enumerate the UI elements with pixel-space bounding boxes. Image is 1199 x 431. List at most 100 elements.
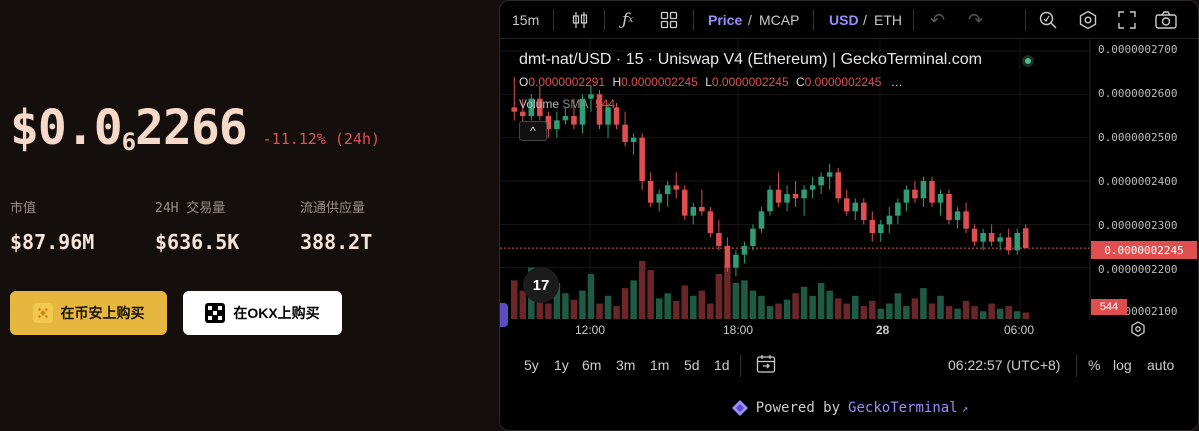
- volume-bar: [655, 298, 663, 319]
- interval-button[interactable]: 15m: [512, 12, 540, 28]
- toolbar-divider: [693, 9, 694, 31]
- volume-bar: [962, 300, 970, 319]
- candle-body: [997, 237, 1003, 242]
- geckoterminal-link[interactable]: GeckoTerminal: [848, 400, 958, 416]
- candle-body: [826, 172, 833, 177]
- usd-toggle[interactable]: USD: [829, 12, 859, 28]
- candle-body: [963, 211, 969, 229]
- volume-tag: 544: [1091, 299, 1127, 315]
- range-1y[interactable]: 1y: [554, 357, 569, 373]
- fullscreen-icon[interactable]: [1118, 1, 1136, 39]
- y-tick: 0.0000002600: [1098, 87, 1178, 100]
- range-3m[interactable]: 3m: [616, 357, 636, 373]
- axis-settings-icon[interactable]: [1130, 321, 1146, 340]
- candle-body: [767, 189, 773, 212]
- candle-body: [988, 233, 995, 242]
- ohlc-legend: O0.0000002291 H0.0000002245 L0.000000224…: [519, 75, 903, 89]
- eth-toggle[interactable]: ETH: [874, 12, 902, 28]
- range-1d[interactable]: 1d: [714, 357, 730, 373]
- range-1m[interactable]: 1m: [650, 357, 670, 373]
- layout-grid-icon[interactable]: [660, 1, 678, 39]
- volume-bar: [979, 311, 987, 319]
- candle-body: [1014, 233, 1020, 251]
- stat-value: 388.2T: [300, 230, 373, 254]
- ohlc-o-value: 0.0000002291: [528, 75, 606, 89]
- volume-bar: [553, 282, 561, 319]
- y-tick: 0.0000002400: [1098, 175, 1178, 188]
- buy-on-okx-label: 在OKX上购买: [233, 305, 320, 321]
- volume-bar: [1013, 311, 1021, 319]
- clock-time[interactable]: 06:22:57 (UTC+8): [948, 357, 1061, 373]
- buy-on-okx-button[interactable]: 在OKX上购买: [183, 291, 342, 335]
- volume-bar: [681, 285, 689, 319]
- candle-body: [647, 181, 654, 203]
- candle-body: [588, 94, 594, 99]
- volume-bar: [545, 303, 552, 319]
- candle-body: [886, 215, 893, 225]
- volume-bar: [775, 303, 782, 319]
- volume-bar: [664, 293, 671, 319]
- ohlc-h-label: H: [612, 75, 622, 89]
- token-info-panel: $0.062266 -11.12% (24h) 市值 $87.96M 24H 交…: [0, 0, 498, 431]
- chart-plot-area[interactable]: dmt-nat/USD · 15 · Uniswap V4 (Ethereum)…: [500, 39, 1198, 319]
- ohlc-o-label: O: [519, 75, 529, 89]
- candle-body: [733, 254, 739, 268]
- candle-body: [579, 98, 586, 125]
- volume-bar: [920, 288, 927, 319]
- stat-circulating-supply: 流通供应量 388.2T: [300, 197, 445, 254]
- candle-body: [724, 246, 731, 268]
- date-range-icon[interactable]: [756, 354, 776, 377]
- volume-bar: [613, 306, 620, 319]
- volume-bar: [741, 280, 748, 319]
- price-toggle[interactable]: Price: [708, 12, 743, 28]
- drawer-handle[interactable]: [500, 303, 508, 327]
- buy-on-binance-button[interactable]: 在币安上购买: [10, 291, 167, 335]
- range-5y[interactable]: 5y: [524, 357, 539, 373]
- volume-bar: [536, 295, 544, 319]
- volume-bar: [562, 293, 569, 319]
- volume-bar: [954, 308, 961, 319]
- x-tick: 06:00: [1004, 323, 1035, 337]
- range-5d[interactable]: 5d: [684, 357, 700, 373]
- mcap-toggle[interactable]: MCAP: [759, 12, 800, 28]
- settings-hexagon-icon[interactable]: [1078, 1, 1098, 39]
- candle-body: [562, 116, 569, 121]
- volume-value: 544: [595, 97, 616, 111]
- candle-body: [741, 246, 748, 255]
- undo-icon[interactable]: ↶: [930, 9, 946, 30]
- redo-icon[interactable]: ↷: [968, 9, 984, 30]
- volume-bar: [698, 290, 706, 319]
- powered-by-footer[interactable]: Powered by GeckoTerminal ↗: [500, 393, 1198, 423]
- ohlc-l-label: L: [705, 75, 712, 89]
- quick-search-icon[interactable]: [1038, 1, 1058, 39]
- volume-bar: [570, 299, 578, 319]
- stats-row: 市值 $87.96M 24H 交易量 $636.5K 流通供应量 388.2T: [10, 197, 445, 254]
- candle-body: [639, 137, 645, 181]
- log-toggle[interactable]: log: [1113, 357, 1132, 373]
- candle-body: [528, 98, 535, 116]
- stat-label: 流通供应量: [300, 201, 366, 216]
- tradingview-logo[interactable]: 17: [523, 267, 559, 303]
- candle-body: [630, 137, 637, 142]
- camera-icon[interactable]: [1155, 1, 1177, 39]
- percent-toggle[interactable]: %: [1088, 357, 1101, 373]
- candle-body: [545, 116, 552, 129]
- toolbar-divider: [604, 9, 605, 31]
- volume-bar: [851, 295, 859, 319]
- chart-legend-title: dmt-nat/USD · 15 · Uniswap V4 (Ethereum)…: [519, 51, 982, 68]
- candle-body: [664, 185, 671, 194]
- volume-bar: [766, 306, 774, 319]
- toolbar-divider: [1025, 9, 1026, 31]
- volume-bar: [758, 295, 765, 319]
- volume-bar: [988, 303, 995, 319]
- auto-toggle[interactable]: auto: [1147, 357, 1175, 373]
- collapse-legend-button[interactable]: ^: [519, 121, 547, 141]
- candle-body: [758, 211, 765, 229]
- volume-bar: [672, 300, 680, 319]
- range-6m[interactable]: 6m: [582, 357, 602, 373]
- candlestick-type-icon[interactable]: [572, 1, 588, 39]
- candle-body: [596, 94, 603, 125]
